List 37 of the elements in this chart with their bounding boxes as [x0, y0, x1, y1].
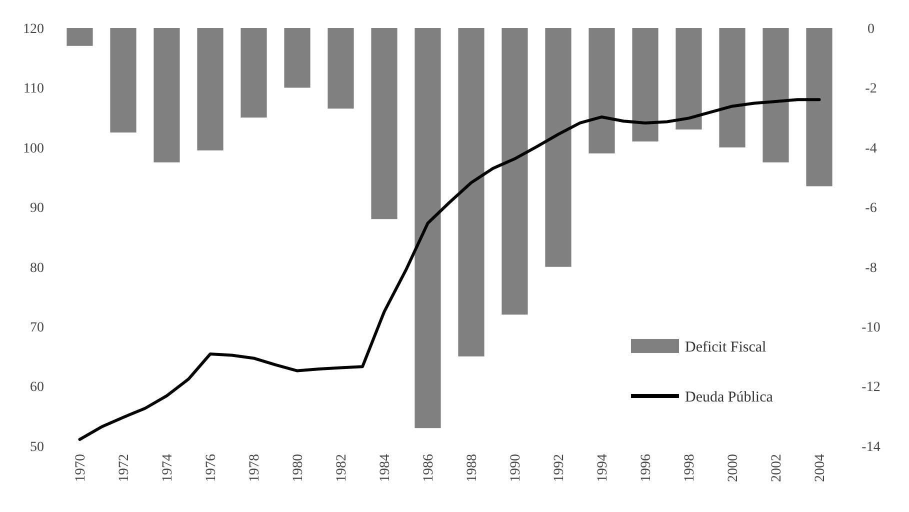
x-tick-label: 1986 — [422, 454, 437, 482]
x-tick-label: 1996 — [639, 454, 654, 482]
y-tick-label: 100 — [23, 141, 44, 156]
x-tick-label: 2002 — [770, 454, 785, 482]
x-tick-label: 1984 — [378, 454, 394, 482]
y-tick-label: 110 — [24, 82, 44, 97]
x-tick-label: 1978 — [248, 454, 263, 482]
y-tick-label: 120 — [23, 22, 44, 37]
x-tick-label: 1976 — [204, 454, 220, 482]
x-tick-label: 1974 — [160, 454, 176, 482]
x-tick-label: 1994 — [596, 454, 611, 482]
x-tick-label: 1972 — [117, 454, 132, 482]
x-tick-label: 1982 — [334, 454, 350, 482]
x-tick-label: 2004 — [813, 454, 828, 482]
y-tick-label: 70 — [30, 320, 44, 336]
y2-tick-label: -12 — [862, 380, 880, 396]
x-tick-label: 1990 — [508, 454, 524, 482]
y-tick-label: 60 — [30, 380, 44, 396]
y2-tick-label: -6 — [865, 201, 877, 216]
legend-label: Deficit Fiscal — [685, 339, 766, 356]
y2-tick-label: -10 — [862, 320, 880, 336]
y2-tick-label: -4 — [865, 141, 877, 156]
y2-tick-label: 0 — [868, 22, 874, 37]
x-tick-label: 1980 — [291, 454, 306, 482]
x-tick-label: 1998 — [682, 454, 698, 482]
y-tick-label: 90 — [30, 201, 44, 216]
x-tick-label: 1970 — [74, 454, 89, 482]
x-tick-label: 1992 — [552, 454, 568, 482]
y2-tick-label: -2 — [865, 82, 877, 97]
line-series — [78, 98, 821, 441]
x-tick-label: 1988 — [465, 454, 480, 482]
y2-tick-label: -8 — [865, 260, 877, 276]
y-tick-label: 50 — [30, 440, 44, 455]
x-tick-label: 2000 — [726, 454, 742, 482]
y2-tick-label: -14 — [862, 440, 880, 455]
y-tick-label: 80 — [30, 260, 44, 276]
legend-label: Deuda Pública — [685, 389, 774, 406]
